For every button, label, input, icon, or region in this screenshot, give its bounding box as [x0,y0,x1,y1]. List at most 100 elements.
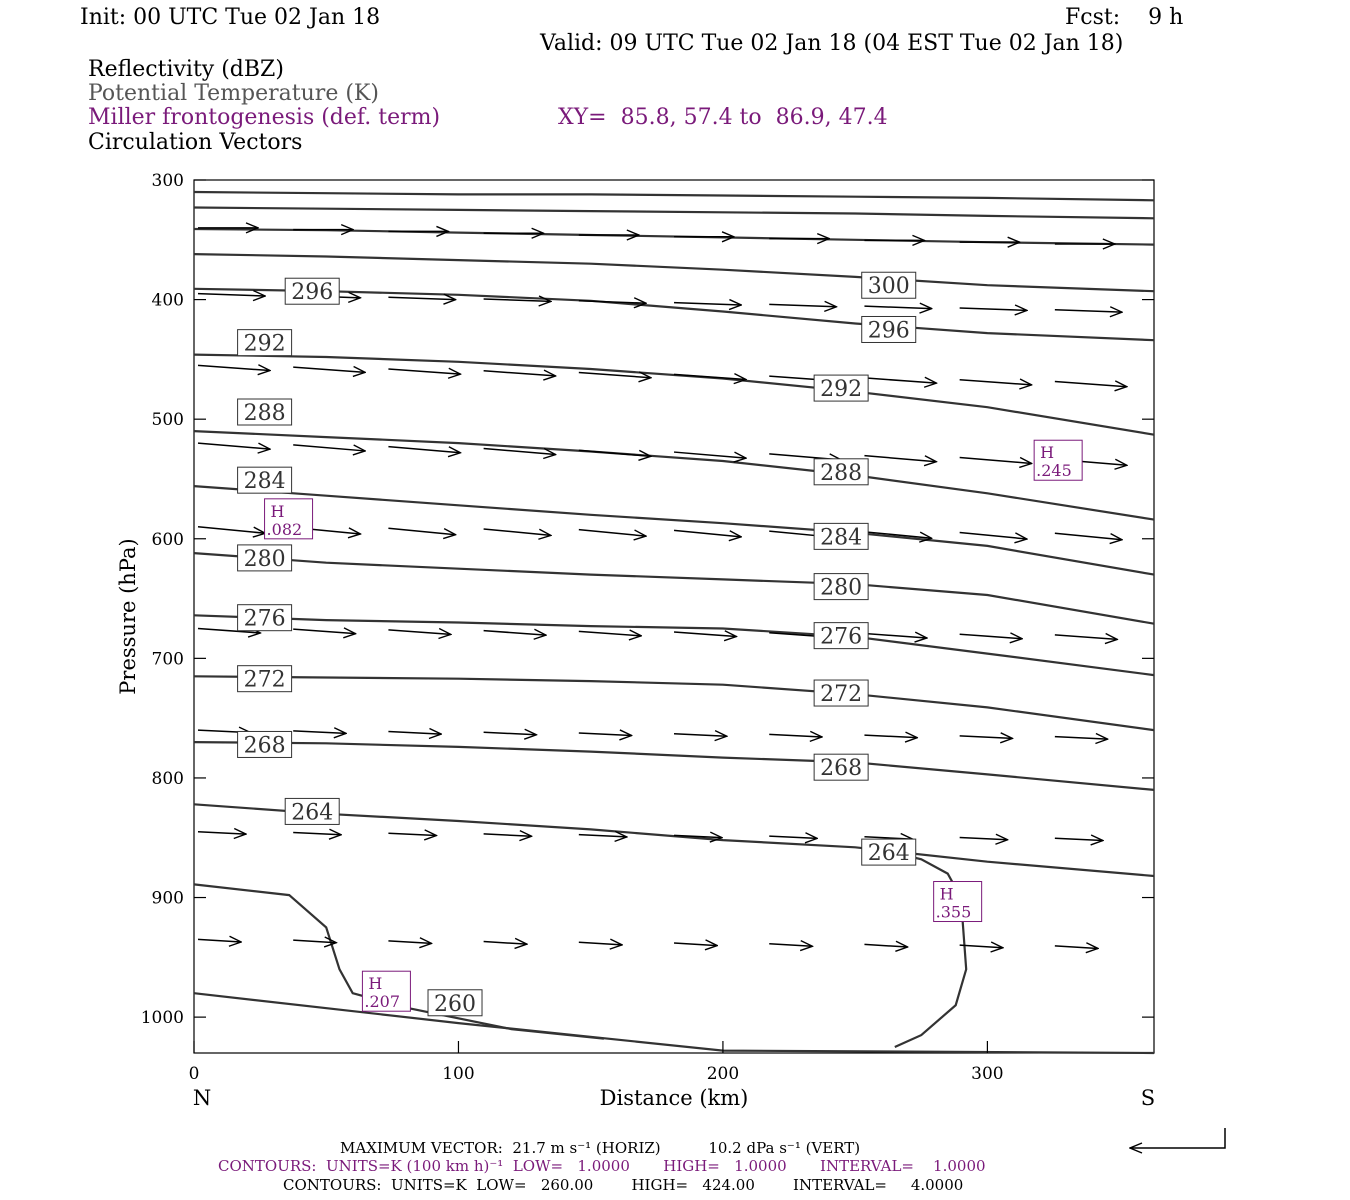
y-tick-label: 400 [152,291,184,311]
fronto-max-box [264,498,314,540]
theta-contour-3 [193,253,1155,293]
circulation-vector [197,365,270,370]
circulation-vector [197,442,270,449]
fronto-max-box [361,970,411,1012]
circulation-vector [578,835,627,837]
theta-label: 268 [820,756,862,781]
circulation-vector [293,731,346,734]
circulation-vector [959,308,1027,310]
theta-label: 260 [434,992,476,1017]
theta-label-box [813,573,869,601]
y-tick-label: 300 [152,171,184,191]
circulation-vector [197,939,241,942]
theta-label: 284 [820,525,862,550]
theta-label: 296 [868,318,910,343]
y-tick-label: 700 [152,649,184,669]
fronto-max-box [933,881,983,923]
circulation-vector [483,299,551,301]
circulation-vector [578,733,632,736]
circulation-vector [1054,946,1098,949]
y-tick-label: 800 [152,769,184,789]
circulation-vector [864,531,931,538]
x-tick-label: 300 [971,1064,1003,1084]
circulation-vector [1054,532,1122,539]
circulation-vector [388,369,460,374]
y-axis-label: Pressure (hPa) [116,538,140,694]
circulation-vector [388,297,455,299]
circulation-vector [959,456,1032,463]
circulation-vector [483,447,556,454]
circulation-vector [578,942,622,945]
theta-label: 276 [244,607,286,632]
y-tick-label: 500 [152,410,184,430]
theta-contour-11 [193,741,1155,791]
theta-contour-12 [193,803,1155,878]
theta-label-box [284,797,340,825]
valid-time: Valid: 09 UTC Tue 02 Jan 18 (04 EST Tue … [540,31,1124,56]
circulation-vector [293,832,341,834]
circulation-vector [673,943,717,946]
theta-label: 268 [244,733,286,758]
fronto-max-label: H [271,502,285,521]
circulation-vector [197,526,265,533]
theta-contour-0 [193,190,1155,202]
circulation-vector [769,836,817,838]
theta-label-box [813,622,869,650]
theta-label-box [861,315,917,343]
circulation-vector [483,528,551,535]
theta-label-box [237,604,293,632]
circulation-vector [959,736,1013,739]
theta-label: 288 [244,401,286,426]
y-tick-label: 600 [152,530,184,550]
circulation-vector [1054,838,1103,840]
theta-contour-5 [193,353,1155,436]
circulation-vector [673,632,736,636]
circulation-vector [578,528,646,536]
circulation-vector [578,373,651,378]
fronto-max-value: .355 [936,903,972,922]
theta-label: 272 [244,668,286,693]
theta-label: 264 [291,800,333,825]
theta-label-box [237,466,293,494]
theta-label: 292 [820,377,862,402]
theta-contour-7 [193,485,1155,576]
circulation-vector [864,454,936,462]
circulation-vector [959,531,1027,539]
circulation-vector [197,832,246,834]
circulation-vector [293,444,365,451]
circulation-vector [197,294,265,296]
circulation-vector [673,451,746,458]
theta-contour-8 [193,552,1155,625]
circulation-vector [578,449,651,456]
circulation-vector [864,306,931,308]
circulation-vector [673,374,746,379]
fronto-max-value: .245 [1036,461,1072,480]
circulation-vector [1054,737,1108,740]
circulation-vector [864,735,917,738]
y-tick-label: 1000 [141,1008,184,1028]
circulation-vector [388,833,436,835]
circulation-vector [483,371,556,376]
circulation-vector [388,527,455,534]
x-tick-label: 0 [189,1064,200,1084]
theta-label-box [284,277,340,305]
circulation-vector [483,732,537,735]
frontogenesis-contour-note: CONTOURS: UNITS=K (100 km h)⁻¹ LOW= 1.00… [218,1157,986,1175]
circulation-vector [483,834,532,836]
init-time: Init: 00 UTC Tue 02 Jan 18 [80,5,381,30]
fronto-max-label: H [940,885,954,904]
theta-label-box [813,458,869,486]
theta-label-box [813,679,869,707]
circulation-vector [673,835,722,837]
theta-label-box [813,753,869,781]
circulation-vector [483,631,546,635]
theta-label-box [813,522,869,550]
circulation-vector [388,941,431,944]
fronto-max-box [1033,439,1083,481]
theta-contour-10 [193,675,1155,732]
circulation-vector [388,630,450,634]
circulation-vector [388,732,441,735]
theta-contour-6 [193,430,1155,521]
circulation-vector [1054,310,1122,312]
